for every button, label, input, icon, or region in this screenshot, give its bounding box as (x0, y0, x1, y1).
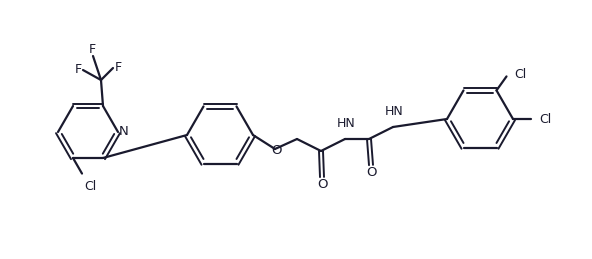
Text: F: F (75, 62, 82, 76)
Text: HN: HN (337, 117, 355, 130)
Text: HN: HN (385, 105, 403, 118)
Text: Cl: Cl (539, 112, 551, 126)
Text: Cl: Cl (514, 68, 527, 81)
Text: F: F (88, 42, 95, 55)
Text: O: O (366, 167, 377, 179)
Text: O: O (271, 143, 281, 156)
Text: F: F (114, 61, 121, 74)
Text: O: O (317, 178, 327, 191)
Text: N: N (119, 125, 129, 138)
Text: Cl: Cl (84, 179, 96, 193)
